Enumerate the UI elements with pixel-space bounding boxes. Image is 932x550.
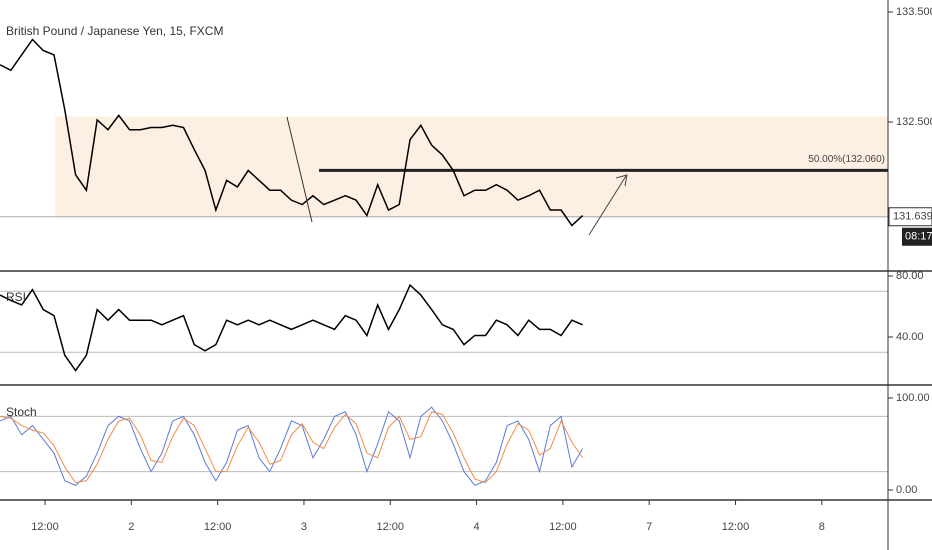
x-tick-label: 12:00	[549, 521, 577, 533]
pane-title: RSI	[6, 290, 26, 304]
pane-title: Stoch	[6, 405, 37, 419]
x-tick-label: 4	[474, 521, 480, 533]
last-price-label: 131.639	[893, 211, 932, 223]
series-line	[0, 411, 584, 484]
zone	[55, 116, 889, 218]
last-price-box	[888, 207, 932, 227]
trend-line	[286, 116, 313, 223]
countdown: 08:17	[905, 231, 932, 243]
x-tick-label: 12:00	[377, 521, 405, 533]
y-tick-label: 132.500	[896, 116, 932, 128]
y-tick-label: 100.00	[896, 392, 930, 404]
chart-title: British Pound / Japanese Yen, 15, FXCM	[6, 24, 223, 38]
series-line	[0, 38, 584, 227]
fib-label: 50.00%(132.060)	[808, 154, 885, 165]
arrow-line	[588, 175, 627, 236]
countdown-box	[902, 227, 932, 246]
plot-layer	[0, 38, 889, 486]
y-tick-label: 40.00	[896, 331, 924, 343]
x-tick-label: 3	[301, 521, 307, 533]
y-tick-label: 133.500	[896, 6, 932, 18]
x-tick-label: 12:00	[722, 521, 750, 533]
x-tick-label: 12:00	[31, 521, 59, 533]
arrow-head	[615, 174, 628, 187]
y-tick-label: 80.00	[896, 270, 924, 282]
x-tick-label: 2	[128, 521, 134, 533]
x-tick-label: 7	[646, 521, 652, 533]
x-tick-label: 12:00	[204, 521, 232, 533]
series-line	[0, 406, 584, 486]
x-tick-label: 8	[819, 521, 825, 533]
y-tick-label: 0.00	[896, 484, 917, 496]
series-line	[0, 283, 583, 372]
